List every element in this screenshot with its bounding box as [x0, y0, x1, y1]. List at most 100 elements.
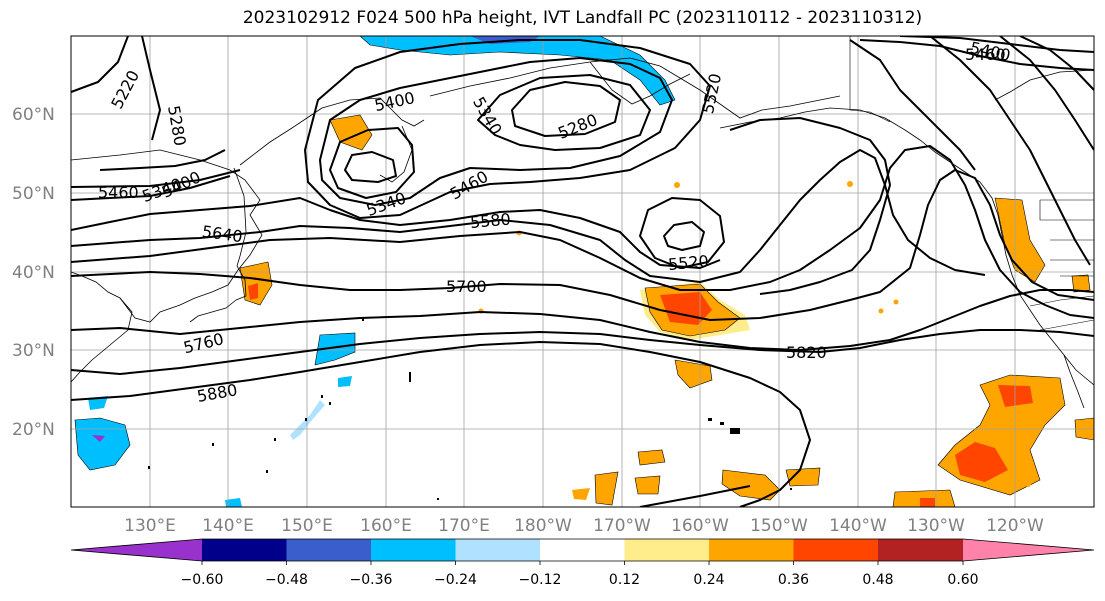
contour-label: 5580 — [469, 210, 511, 232]
contour-5760 — [71, 289, 1094, 351]
lon-label: 150°W — [750, 516, 808, 536]
colorbar-tick-label: 0.24 — [693, 572, 724, 588]
contour-5520-low — [663, 221, 705, 251]
contour-5460-b — [304, 39, 711, 219]
colorbar-segment — [71, 539, 202, 561]
lat-label: 20°N — [12, 420, 55, 440]
ivt-positive-dot — [1025, 481, 1031, 487]
contour-5460 — [71, 169, 241, 188]
contour-5880-south — [639, 485, 751, 507]
contour-5280 — [511, 81, 621, 137]
lon-label: 140°E — [202, 516, 254, 536]
ivt-positive-region — [594, 471, 619, 506]
lat-label: 60°N — [12, 105, 55, 125]
ivt-shading — [74, 36, 1094, 507]
lon-label: 160°E — [360, 516, 412, 536]
lat-label: 50°N — [12, 184, 55, 204]
colorbar-segment — [286, 539, 371, 561]
lat-label: 30°N — [12, 341, 55, 361]
contour-5700 — [71, 169, 1094, 321]
contour-west-5340 — [99, 149, 226, 171]
political-borders — [849, 36, 1094, 331]
colorbar-tick-label: 0.12 — [609, 572, 640, 588]
ivt-positive-core — [998, 385, 1033, 407]
ivt-positive-region — [572, 488, 590, 500]
ivt-positive-dot — [847, 181, 853, 187]
ivt-positive-core — [920, 498, 935, 507]
ivt-positive-dot — [674, 182, 680, 188]
contour-5220 — [71, 36, 129, 93]
colorbar-segment — [878, 539, 963, 561]
longitude-labels: 130°E 140°E 150°E 160°E 170°E 180°W 170°… — [124, 516, 1044, 536]
map-frame — [70, 35, 1095, 508]
lat-label: 40°N — [12, 263, 55, 283]
colorbar-tick-label: −0.24 — [434, 572, 477, 588]
ivt-positive-core — [248, 283, 258, 300]
graticule — [71, 36, 1094, 507]
ivt-negative-region — [74, 417, 131, 471]
lon-label: 150°E — [281, 516, 333, 536]
contour-label: 5640 — [201, 222, 244, 246]
ivt-negative-region — [314, 332, 356, 366]
latitude-labels: 60°N 50°N 40°N 30°N 20°N — [12, 105, 55, 440]
colorbar-tick-label: −0.60 — [181, 572, 224, 588]
contour-label: 5340 — [469, 93, 506, 138]
contour-extra-ne3 — [999, 36, 1094, 151]
ivt-positive-region — [239, 261, 273, 306]
ivt-positive-region — [634, 475, 661, 495]
ivt-negative-region — [338, 376, 352, 387]
colorbar-tick-label: 0.60 — [947, 572, 978, 588]
contour-5400-b — [319, 57, 673, 206]
colorbar-segment — [202, 539, 287, 561]
lon-label: 170°E — [438, 516, 490, 536]
lon-label: 130°W — [907, 516, 965, 536]
contour-label: 5700 — [446, 277, 487, 296]
contour-extra-ne — [849, 39, 976, 171]
contour-5280-west — [141, 36, 161, 141]
ivt-positive-core — [660, 292, 712, 325]
contour-5820 — [71, 329, 1094, 375]
contour-label: 5520 — [667, 252, 709, 274]
colorbar-segment — [455, 539, 540, 561]
colorbar-segment — [540, 539, 625, 561]
ivt-positive-dot — [878, 308, 884, 314]
colorbar-tick-label: 0.36 — [778, 572, 809, 588]
height-contours — [71, 36, 1094, 507]
ivt-positive-core — [955, 442, 1008, 482]
contour-extra-ne4 — [1019, 36, 1094, 91]
contour-extra-ne2 — [929, 36, 1091, 266]
contour-label: 5460 — [98, 183, 139, 202]
contour-5520-ring — [639, 197, 725, 269]
ivt-positive-region — [785, 467, 821, 487]
contour-west-5400 — [71, 175, 231, 201]
contour-label: 5220 — [107, 67, 143, 112]
contour-label: 5820 — [786, 343, 827, 362]
contour-label: 5400 — [373, 88, 417, 115]
ivt-positive-region — [637, 449, 666, 466]
contour-5640 — [71, 145, 1094, 319]
lon-label: 170°W — [593, 516, 651, 536]
colorbar-tick-label: −0.48 — [265, 572, 308, 588]
contour-5400-a — [329, 127, 415, 199]
islands — [148, 318, 792, 500]
ivt-positive-region — [1071, 274, 1091, 293]
lon-label: 140°W — [829, 516, 887, 536]
ivt-negative-region — [225, 498, 242, 507]
contour-label: 5880 — [195, 380, 238, 406]
contour-label: 5460 — [447, 167, 492, 204]
contour-label: 5280 — [164, 104, 190, 147]
contour-label: 5280 — [555, 110, 600, 143]
contour-5880 — [71, 341, 811, 507]
lon-label: 160°W — [671, 516, 729, 536]
colorbar-segment — [624, 539, 709, 561]
coastlines — [71, 57, 1094, 409]
ivt-negative-core — [92, 435, 105, 442]
colorbar: −0.60 −0.48 −0.36 −0.24 −0.12 0.12 0.24 … — [70, 538, 1095, 588]
contour-5520 — [71, 197, 721, 269]
lon-label: 180°W — [514, 516, 572, 536]
colorbar-segment — [793, 539, 878, 561]
colorbar-tick-label: −0.12 — [519, 572, 562, 588]
contour-5340 — [344, 151, 397, 183]
contour-label: 5460 — [965, 45, 1006, 64]
